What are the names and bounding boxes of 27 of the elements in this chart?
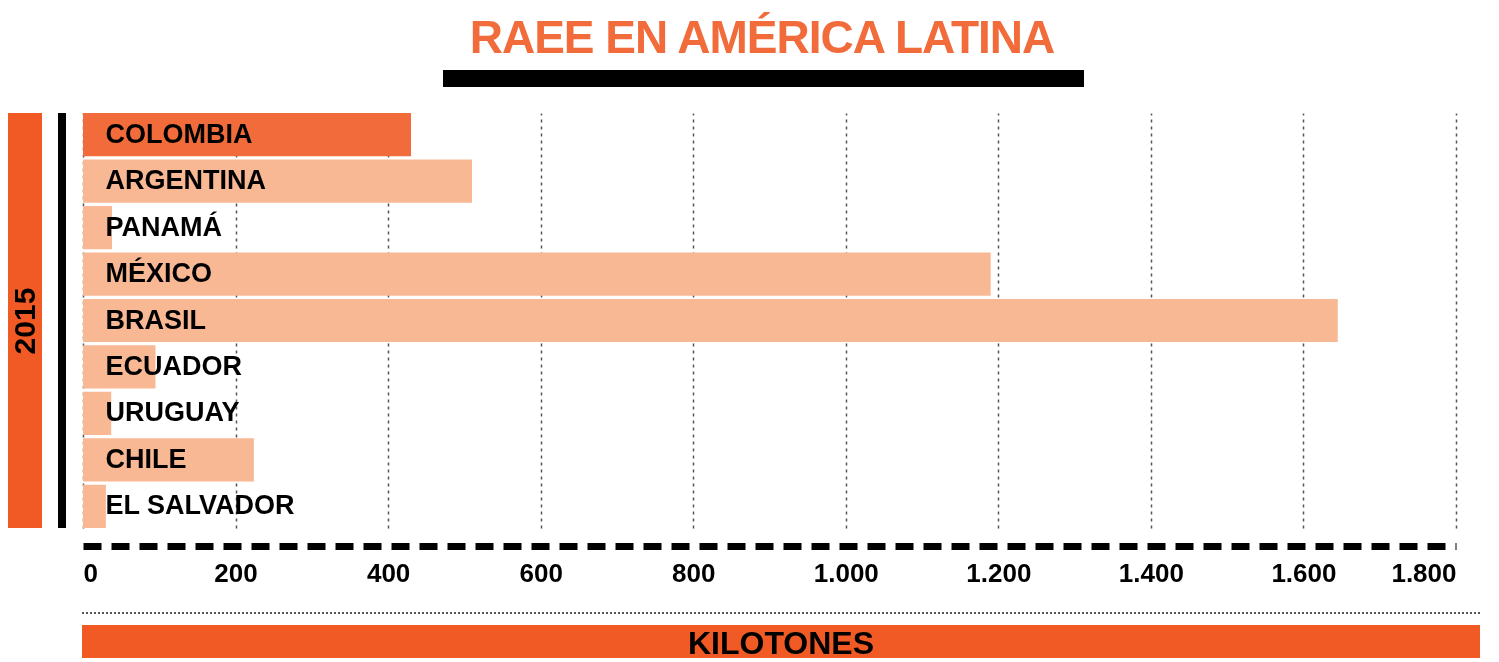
y-tick-label: EL SALVADOR bbox=[105, 490, 295, 521]
y-tick-label: CHILE bbox=[105, 443, 187, 474]
bar bbox=[83, 484, 106, 528]
y-tick-label: MÉXICO bbox=[105, 257, 213, 289]
y-axis-title: 2015 bbox=[8, 287, 42, 354]
x-tick-label: 0 bbox=[83, 557, 98, 588]
y-tick-label: BRASIL bbox=[105, 304, 206, 335]
x-tick-label: 1.200 bbox=[966, 557, 1032, 588]
bar bbox=[83, 298, 1338, 343]
x-tick-label: 600 bbox=[519, 557, 563, 588]
x-tick-label: 1.400 bbox=[1118, 557, 1184, 588]
y-tick-label: ECUADOR bbox=[105, 350, 243, 381]
bar bbox=[83, 159, 473, 203]
bar bbox=[83, 252, 991, 296]
x-axis-title: KILOTONES bbox=[82, 625, 1480, 661]
y-tick-label: ARGENTINA bbox=[105, 165, 266, 196]
y-tick-label: PANAMÁ bbox=[105, 210, 222, 242]
x-tick-label: 1.000 bbox=[813, 557, 879, 588]
y-tick-label: URUGUAY bbox=[105, 397, 240, 428]
x-tick-label: 800 bbox=[672, 557, 716, 588]
x-tick-label: 200 bbox=[214, 557, 258, 588]
bar bbox=[83, 438, 254, 482]
chart-title: RAEE EN AMÉRICA LATINA bbox=[468, 10, 1056, 64]
x-tick-label: 400 bbox=[366, 557, 411, 588]
x-tick-label: 1.800 bbox=[1391, 557, 1457, 588]
x-tick-label: 1.600 bbox=[1271, 557, 1337, 588]
y-tick-label: COLOMBIA bbox=[105, 118, 253, 149]
